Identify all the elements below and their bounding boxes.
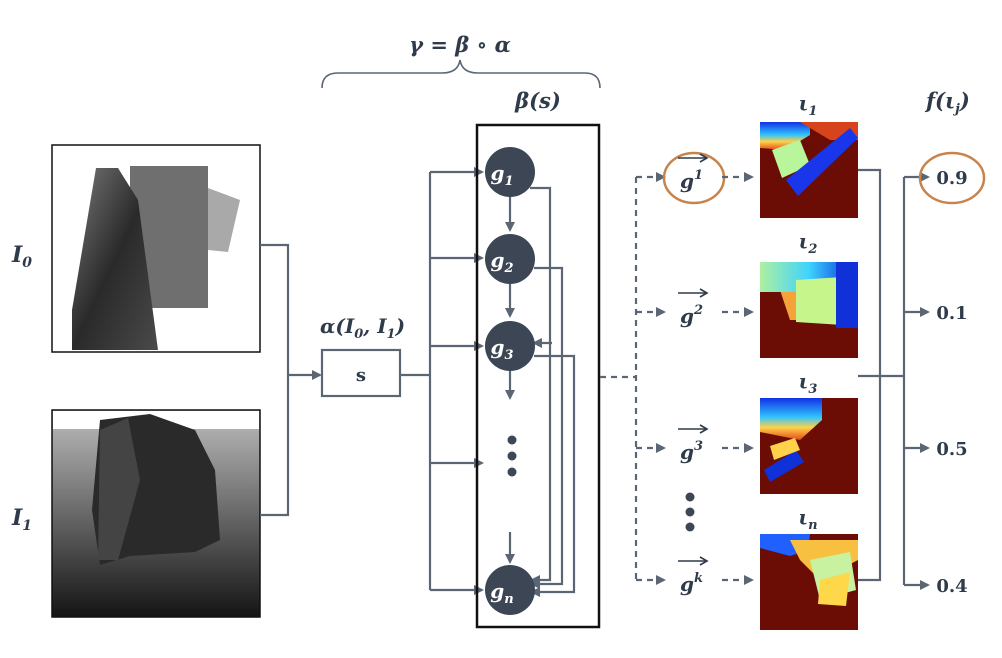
skip-2 [532, 268, 562, 584]
score-4: 0.4 [936, 576, 967, 597]
output-heatmap-3 [760, 398, 858, 494]
s-label: s [356, 365, 366, 386]
node-g2: g2 [485, 234, 535, 284]
ellipsis-dots-vectors [686, 493, 695, 532]
input-image-i1 [52, 410, 260, 617]
score-2: 0.1 [936, 303, 967, 324]
top-brace [322, 60, 600, 88]
node-g1: g1 [485, 147, 535, 197]
iota-2-label: ι2 [799, 229, 818, 257]
beta-label: β(s) [514, 88, 561, 113]
score-1: 0.9 [936, 168, 967, 189]
vector-gk: gk [678, 557, 707, 596]
vector-g1: g1 [678, 154, 707, 193]
scores-header: f(ιj) [924, 88, 970, 117]
svg-text:g2: g2 [680, 303, 703, 328]
output-heatmap-2 [760, 262, 858, 358]
label-i0: I0 [11, 242, 32, 271]
gamma-equation: γ = β ∘ α [409, 32, 511, 57]
ellipsis-dots-nodes [508, 436, 517, 477]
score-3: 0.5 [936, 439, 967, 460]
node-g3: g3 [485, 321, 535, 371]
skip-1 [530, 188, 550, 580]
beta-box [477, 125, 599, 627]
skip-3 [532, 356, 574, 592]
iota-3-label: ι3 [799, 369, 818, 397]
alpha-label: α(I0, I1) [320, 314, 405, 342]
node-gn: gn [485, 565, 535, 615]
input-image-i0 [52, 145, 260, 352]
output-heatmap-1 [760, 122, 858, 218]
iota-n-label: ιn [798, 505, 817, 533]
svg-text:g3: g3 [680, 439, 703, 464]
iota-1-label: ι1 [799, 91, 818, 119]
svg-text:g1: g1 [680, 168, 703, 193]
vector-g2: g2 [678, 289, 707, 328]
svg-text:gk: gk [680, 571, 703, 596]
label-i1: I1 [11, 505, 32, 534]
vector-g3: g3 [678, 425, 707, 464]
merge-connector [260, 245, 288, 515]
output-heatmap-n [760, 534, 858, 630]
